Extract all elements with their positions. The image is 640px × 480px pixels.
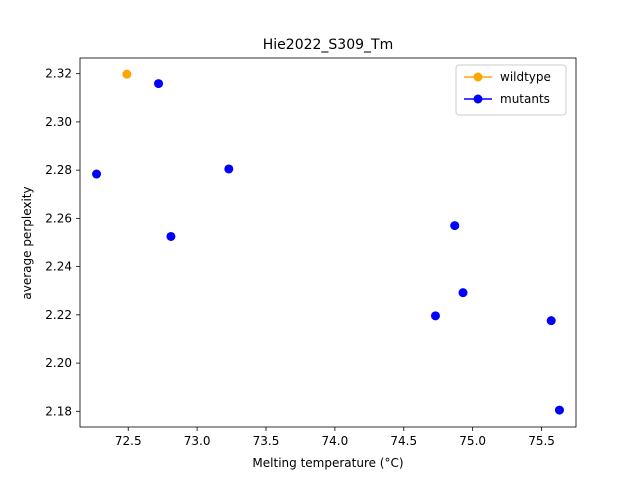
x-tick-label: 75.0 bbox=[459, 434, 486, 448]
legend-marker-wildtype bbox=[473, 72, 483, 82]
data-point-mutants bbox=[224, 164, 234, 174]
data-point-mutants bbox=[92, 169, 102, 179]
data-point-mutants bbox=[154, 79, 164, 89]
data-point-wildtype bbox=[122, 69, 132, 79]
legend-label-wildtype: wildtype bbox=[500, 70, 551, 84]
x-tick-label: 74.0 bbox=[322, 434, 349, 448]
data-point-mutants bbox=[430, 311, 440, 321]
plot-area: 72.5 73.0 73.5 74.0 74.5 75.0 75.5 2.18 2.20 2.22… bbox=[45, 57, 577, 448]
data-point-mutants bbox=[546, 316, 556, 326]
legend: wildtype mutants bbox=[455, 64, 567, 116]
axes-frame bbox=[79, 57, 577, 428]
x-tick-label: 73.5 bbox=[253, 434, 280, 448]
chart-title: Hie2022_S309_Tm bbox=[263, 37, 393, 53]
y-tick-label: 2.24 bbox=[45, 260, 72, 274]
y-tick-label: 2.22 bbox=[45, 308, 72, 322]
x-tick-label: 73.0 bbox=[184, 434, 211, 448]
x-tick-label: 74.5 bbox=[390, 434, 417, 448]
x-tick-label: 75.5 bbox=[528, 434, 555, 448]
y-tick-label: 2.18 bbox=[45, 404, 72, 418]
data-point-mutants bbox=[458, 288, 468, 298]
legend-label-mutants: mutants bbox=[500, 92, 550, 106]
y-tick-label: 2.26 bbox=[45, 211, 72, 225]
y-tick-label: 2.32 bbox=[45, 67, 72, 81]
data-point-mutants bbox=[554, 405, 564, 415]
x-tick-label: 72.5 bbox=[115, 434, 142, 448]
y-tick-label: 2.20 bbox=[45, 356, 72, 370]
y-axis-label: average perplexity bbox=[20, 186, 34, 299]
legend-marker-mutants bbox=[473, 94, 483, 104]
y-tick-label: 2.30 bbox=[45, 115, 72, 129]
x-axis-label: Melting temperature (°C) bbox=[252, 456, 403, 470]
y-tick-label: 2.28 bbox=[45, 163, 72, 177]
data-point-mutants bbox=[166, 231, 176, 241]
data-point-mutants bbox=[450, 221, 460, 231]
